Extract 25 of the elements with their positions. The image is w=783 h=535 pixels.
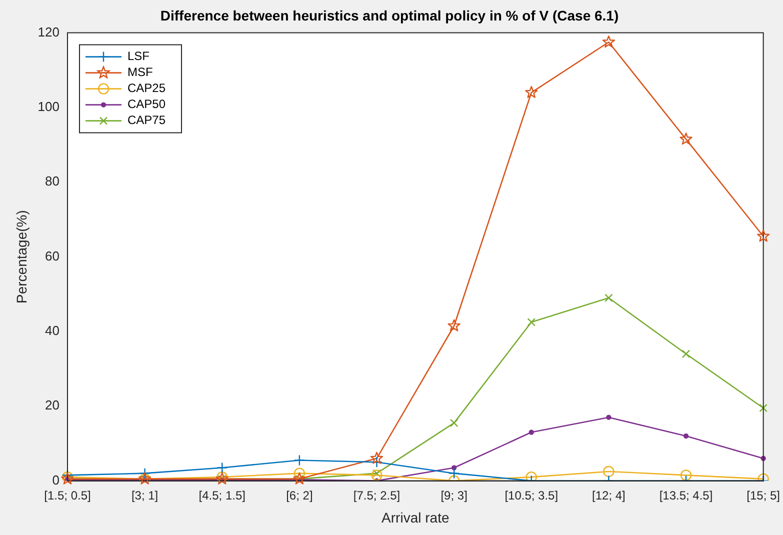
x-tick-label: [12; 4] — [592, 488, 626, 502]
x-tick-label: [9; 3] — [440, 488, 468, 502]
chart-title: Difference between heuristics and optimal policy in % of V (Case 6.1) — [160, 7, 619, 24]
y-tick-label: 120 — [38, 24, 60, 40]
x-tick-label: [13.5; 4.5] — [659, 488, 713, 502]
y-axis-title: Percentage(%) — [13, 210, 30, 304]
y-tick-label: 20 — [45, 398, 60, 413]
x-tick-label: [1.5; 0.5] — [44, 488, 91, 502]
y-tick-label: 40 — [45, 323, 60, 338]
legend-label: LSF — [127, 49, 150, 64]
x-tick-label: [3; 1] — [131, 488, 158, 502]
x-tick-label: [7.5; 2.5] — [353, 488, 400, 502]
x-tick-label: [4.5; 1.5] — [198, 488, 246, 502]
y-tick-label: 100 — [38, 99, 60, 114]
y-tick-label: 0 — [52, 472, 60, 488]
x-tick-label: [10.5; 3.5] — [504, 488, 558, 502]
legend-label: CAP25 — [127, 81, 166, 96]
legend-label: CAP75 — [127, 113, 166, 128]
legend-label: CAP50 — [127, 97, 166, 112]
legend-label: MSF — [127, 65, 153, 80]
x-axis-title: Arrival rate — [382, 509, 450, 526]
y-tick-label: 80 — [45, 174, 60, 189]
y-tick-label: 60 — [45, 248, 60, 264]
x-tick-label: [6; 2] — [286, 488, 313, 502]
x-tick-label: [15; 5] — [746, 488, 780, 502]
